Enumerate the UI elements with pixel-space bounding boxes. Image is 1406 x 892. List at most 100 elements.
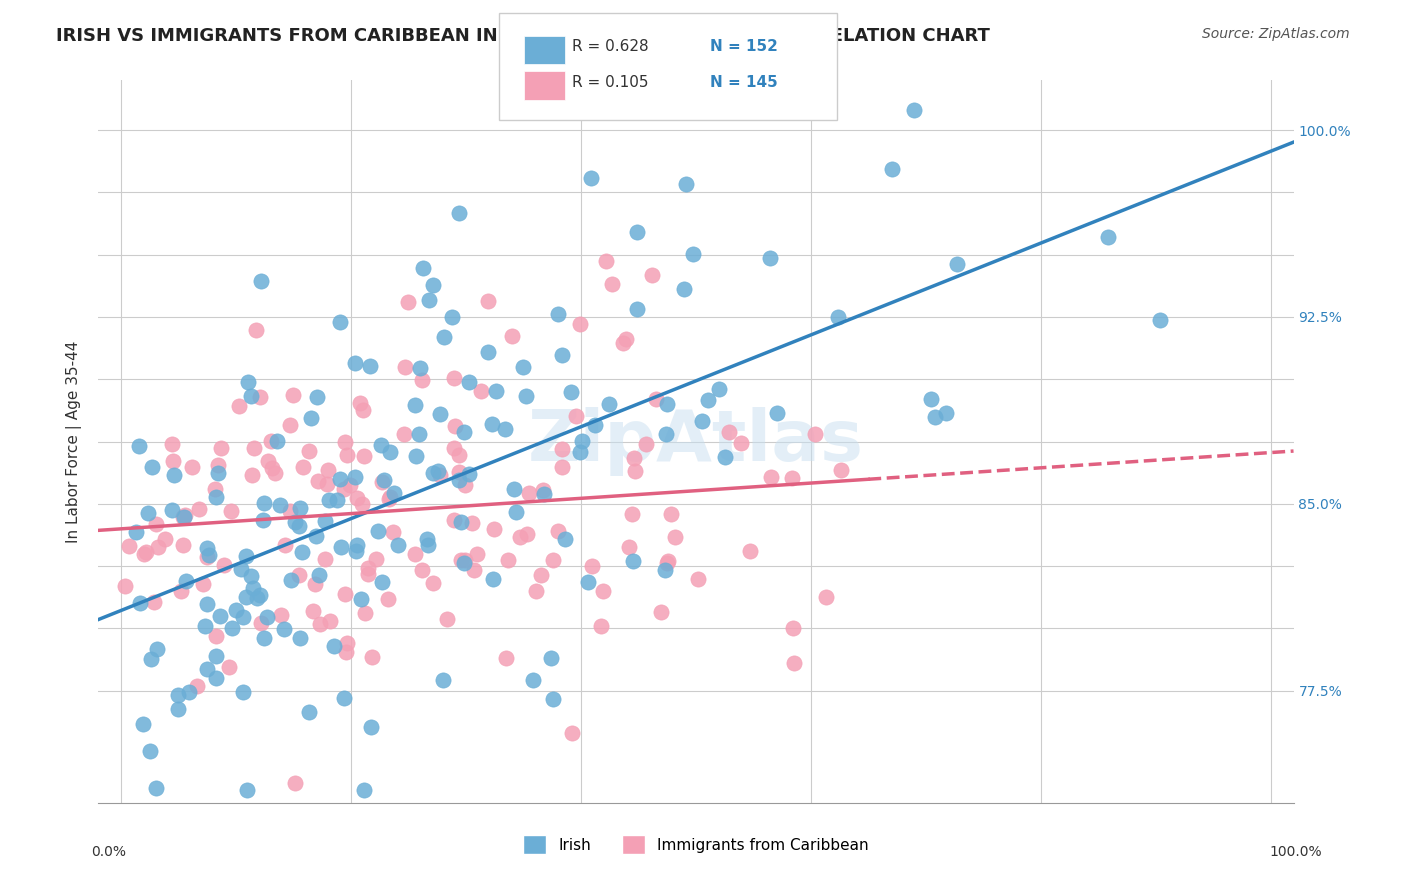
Point <box>759 469 782 483</box>
Point <box>1097 230 1119 244</box>
Point <box>187 502 209 516</box>
Point <box>346 544 368 558</box>
Point <box>903 103 925 117</box>
Point <box>332 483 354 497</box>
Point <box>481 417 503 432</box>
Point <box>595 254 617 268</box>
Point <box>447 448 470 462</box>
Point <box>333 587 356 601</box>
Point <box>935 406 957 420</box>
Point <box>766 406 789 420</box>
Point <box>209 441 232 455</box>
Point <box>250 274 273 288</box>
Point <box>270 608 292 623</box>
Point <box>453 556 475 570</box>
Point <box>381 524 404 539</box>
Point <box>343 356 366 370</box>
Point <box>494 422 516 436</box>
Point <box>163 467 186 482</box>
Point <box>782 621 804 635</box>
Point <box>404 398 426 412</box>
Point <box>329 541 352 555</box>
Point <box>477 293 499 308</box>
Point <box>579 171 602 186</box>
Point <box>225 602 247 616</box>
Point <box>655 427 678 442</box>
Point <box>205 671 228 685</box>
Point <box>195 541 218 555</box>
Point <box>540 650 562 665</box>
Point <box>353 449 375 463</box>
Point <box>554 532 576 546</box>
Point <box>298 443 321 458</box>
Point <box>339 478 361 492</box>
Legend: Irish, Immigrants from Caribbean: Irish, Immigrants from Caribbean <box>517 830 875 860</box>
Point <box>128 439 150 453</box>
Point <box>146 641 169 656</box>
Point <box>738 544 761 558</box>
Point <box>682 247 704 261</box>
Point <box>284 515 307 529</box>
Point <box>444 419 467 434</box>
Point <box>598 396 620 410</box>
Point <box>547 307 569 321</box>
Point <box>396 294 419 309</box>
Point <box>581 558 603 573</box>
Point <box>191 577 214 591</box>
Point <box>641 268 664 283</box>
Point <box>449 206 471 220</box>
Point <box>501 329 523 343</box>
Point <box>436 612 458 626</box>
Point <box>429 408 451 422</box>
Point <box>924 409 946 424</box>
Point <box>125 525 148 540</box>
Point <box>314 515 336 529</box>
Point <box>713 450 735 465</box>
Point <box>304 577 326 591</box>
Point <box>239 389 262 403</box>
Point <box>308 568 330 582</box>
Point <box>118 539 141 553</box>
Point <box>249 588 271 602</box>
Point <box>246 591 269 605</box>
Text: 0.0%: 0.0% <box>91 846 127 859</box>
Point <box>350 497 373 511</box>
Point <box>378 490 401 504</box>
Point <box>316 463 339 477</box>
Text: Source: ZipAtlas.com: Source: ZipAtlas.com <box>1202 27 1350 41</box>
Point <box>177 685 200 699</box>
Point <box>333 691 356 706</box>
Point <box>319 614 342 628</box>
Point <box>269 499 291 513</box>
Point <box>146 540 169 554</box>
Point <box>170 583 193 598</box>
Point <box>172 510 194 524</box>
Point <box>450 516 472 530</box>
Point <box>204 629 226 643</box>
Point <box>697 392 720 407</box>
Point <box>519 486 541 500</box>
Point <box>657 397 679 411</box>
Point <box>228 399 250 413</box>
Point <box>209 609 232 624</box>
Point <box>186 679 208 693</box>
Point <box>404 547 426 561</box>
Point <box>569 317 592 331</box>
Point <box>232 610 254 624</box>
Point <box>482 522 505 536</box>
Point <box>664 530 686 544</box>
Point <box>600 277 623 291</box>
Point <box>305 528 328 542</box>
Point <box>565 409 588 424</box>
Point <box>634 437 657 451</box>
Point <box>416 538 439 552</box>
Point <box>360 721 382 735</box>
Point <box>326 493 349 508</box>
Point <box>370 437 392 451</box>
Point <box>623 450 645 465</box>
Point <box>141 651 163 665</box>
Text: R = 0.628: R = 0.628 <box>572 39 648 54</box>
Point <box>274 538 297 552</box>
Point <box>354 607 377 621</box>
Text: N = 152: N = 152 <box>710 39 778 54</box>
